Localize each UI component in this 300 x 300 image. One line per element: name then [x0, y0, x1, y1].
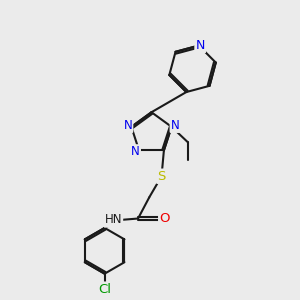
- Text: Cl: Cl: [98, 283, 111, 296]
- Text: N: N: [196, 39, 205, 52]
- Text: N: N: [131, 146, 140, 158]
- Text: N: N: [196, 39, 205, 52]
- Text: S: S: [158, 170, 166, 183]
- Text: HN: HN: [105, 214, 122, 226]
- Text: HN: HN: [105, 214, 122, 226]
- Text: N: N: [171, 119, 179, 132]
- Text: N: N: [124, 119, 132, 132]
- Text: N: N: [124, 119, 132, 132]
- Text: Cl: Cl: [98, 283, 111, 296]
- Text: O: O: [159, 212, 170, 225]
- Text: S: S: [158, 170, 166, 183]
- Text: O: O: [159, 212, 170, 225]
- Text: N: N: [171, 119, 179, 132]
- Text: N: N: [131, 146, 140, 158]
